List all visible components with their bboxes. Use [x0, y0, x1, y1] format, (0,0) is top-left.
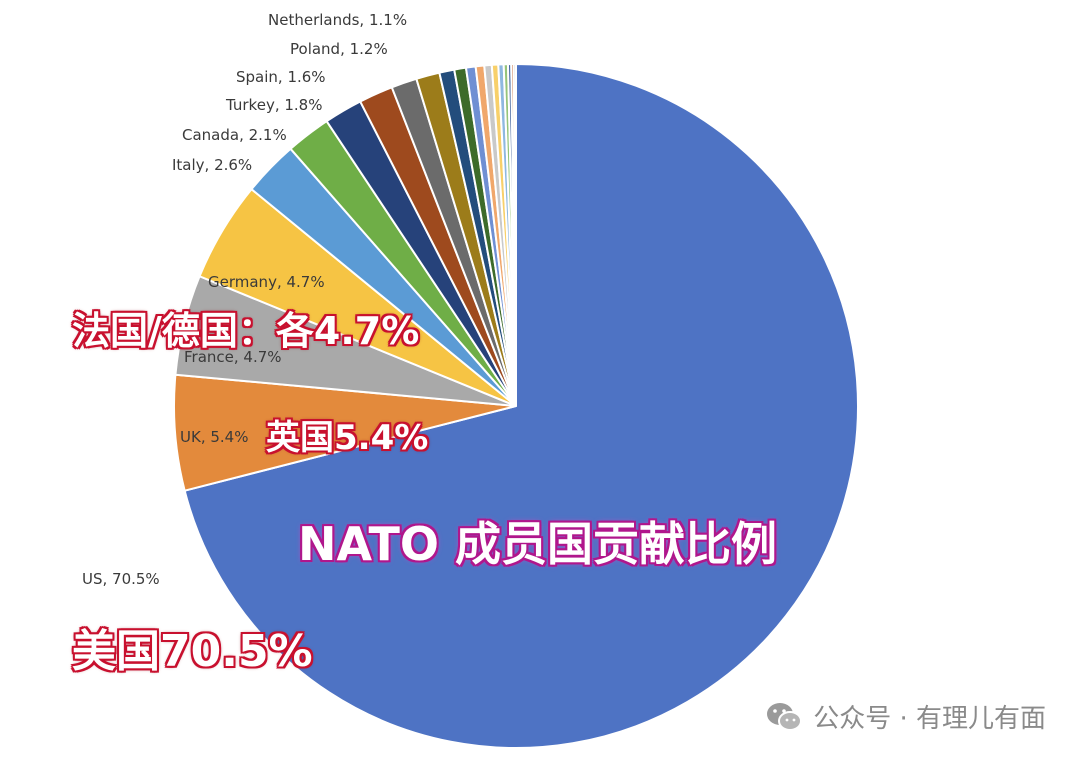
pie-slice [183, 62, 859, 749]
pie-slice [512, 62, 517, 407]
slice-label: UK, 5.4% [180, 428, 248, 446]
watermark-text: 公众号 · 有理儿有面 [813, 704, 1046, 734]
slice-label: Canada, 2.1% [182, 126, 287, 144]
slice-label: US, 70.5% [82, 570, 160, 588]
slice-label: Poland, 1.2% [290, 40, 388, 58]
chart-title-overlay: NATO 成员国贡献比例 [298, 517, 778, 571]
wechat-icon [767, 702, 803, 731]
france-germany-annotation: 法国/德国：各4.7% [72, 309, 420, 353]
slice-label: Netherlands, 1.1% [268, 11, 407, 29]
slice-label: Germany, 4.7% [208, 273, 325, 291]
us-annotation: 美国70.5% [72, 626, 313, 677]
slice-label: Spain, 1.6% [236, 68, 326, 86]
slice-label: Turkey, 1.8% [225, 96, 322, 114]
watermark: 公众号 · 有理儿有面 [765, 698, 1046, 735]
uk-annotation: 英国5.4% [266, 418, 429, 458]
slice-label: Italy, 2.6% [172, 156, 252, 174]
slice-label: France, 4.7% [184, 348, 282, 366]
